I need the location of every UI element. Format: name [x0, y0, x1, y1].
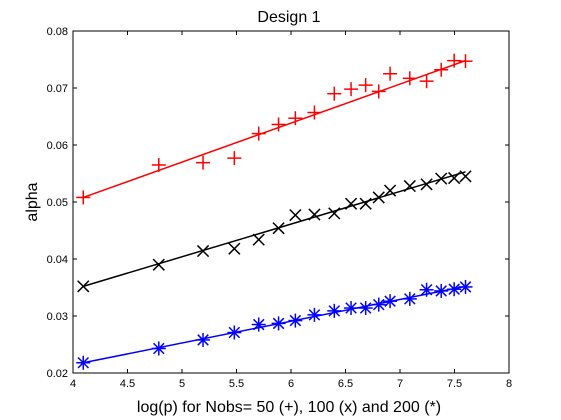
y-tick-label: 0.08: [47, 26, 68, 38]
data-point: [344, 301, 359, 316]
data-point: [383, 66, 398, 81]
data-point: [358, 78, 373, 93]
data-point: [196, 155, 211, 170]
data-point: [344, 82, 359, 97]
data-point: [458, 54, 473, 69]
data-point: [151, 341, 166, 356]
series-0: [76, 53, 473, 205]
x-tick-label: 5: [179, 378, 185, 390]
data-point: [402, 71, 417, 86]
data-point: [308, 208, 321, 221]
series-2: [76, 279, 473, 370]
data-point: [227, 325, 242, 340]
y-tick-label: 0.07: [47, 83, 68, 95]
data-point: [151, 157, 166, 172]
data-point: [403, 179, 416, 193]
chart-title: Design 1: [257, 9, 320, 26]
y-axis-label: alpha: [24, 182, 41, 221]
data-point: [419, 282, 434, 297]
data-point: [383, 184, 397, 197]
data-point: [288, 111, 303, 126]
x-tick-label: 8: [506, 378, 512, 390]
data-point: [328, 207, 341, 220]
y-tick-label: 0.06: [47, 140, 68, 152]
data-point: [458, 279, 473, 294]
fit-line: [83, 285, 466, 364]
data-point: [459, 170, 472, 183]
x-tick-label: 6.5: [338, 378, 353, 390]
data-point: [419, 74, 434, 89]
data-point: [307, 105, 322, 120]
fit-line: [82, 59, 466, 199]
data-point: [435, 172, 448, 185]
data-point: [372, 191, 385, 204]
data-point: [402, 291, 417, 306]
data-point: [327, 303, 342, 318]
data-point: [307, 307, 322, 322]
data-point: [76, 355, 91, 370]
y-tick-label: 0.04: [47, 254, 68, 266]
data-point: [196, 244, 210, 258]
data-point: [196, 332, 211, 347]
axis-ticks: 4 4.5 5 5.5 6 6.5 7 7.5 8 0.02 0.03 0.04 0.05 0.06 0.0…: [47, 26, 512, 390]
data-point: [434, 62, 449, 77]
x-tick-label: 6: [288, 378, 294, 390]
x-axis-label: log(p) for Nobs= 50 (+), 100 (x) and 200…: [137, 399, 441, 416]
y-tick-label: 0.03: [47, 311, 68, 323]
data-point: [228, 242, 241, 255]
data-point: [272, 222, 285, 235]
data-point: [327, 86, 342, 101]
data-point: [448, 171, 461, 185]
x-tick-label: 4: [70, 378, 76, 390]
data-point: [152, 258, 165, 271]
series-1: [77, 170, 472, 293]
data-point: [227, 151, 242, 166]
data-point: [77, 280, 90, 293]
x-tick-label: 5.5: [229, 378, 244, 390]
data-point: [289, 208, 302, 222]
data-point: [271, 117, 286, 132]
x-tick-label: 7.5: [447, 378, 462, 390]
fit-line: [83, 171, 466, 288]
data-point: [371, 297, 386, 312]
y-tick-label: 0.02: [47, 368, 68, 380]
data-point: [434, 283, 449, 298]
data-point: [359, 197, 372, 210]
data-point: [251, 126, 266, 141]
x-tick-label: 4.5: [120, 378, 135, 390]
data-point: [288, 313, 303, 328]
data-point: [344, 197, 358, 210]
data-point: [271, 316, 286, 331]
data-point: [371, 84, 386, 99]
data-point: [251, 317, 266, 332]
y-tick-label: 0.05: [47, 197, 68, 209]
x-tick-label: 7: [397, 378, 403, 390]
data-point: [420, 178, 433, 191]
data-point: [383, 294, 398, 309]
data-series: [76, 53, 473, 370]
data-point: [447, 282, 462, 297]
data-point: [358, 301, 373, 316]
data-point: [76, 190, 91, 205]
data-point: [252, 233, 265, 246]
